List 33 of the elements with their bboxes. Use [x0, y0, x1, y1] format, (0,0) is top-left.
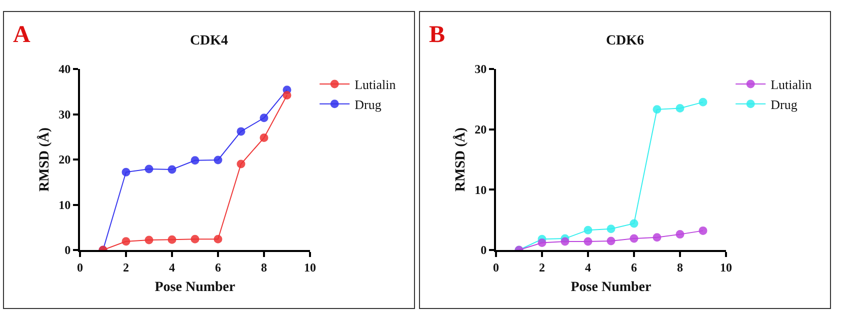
- chart-title: CDK6: [606, 34, 644, 49]
- legend-label: Lutialin: [770, 77, 812, 92]
- y-tick-label: 30: [58, 107, 71, 122]
- y-tick-label: 10: [474, 182, 487, 197]
- x-tick-label: 2: [123, 260, 129, 274]
- x-tick-label: 4: [585, 260, 591, 274]
- x-tick-label: 6: [215, 260, 221, 274]
- y-tick-label: 30: [474, 62, 487, 76]
- y-tick-label: 0: [64, 243, 71, 258]
- x-tick-label: 4: [169, 260, 175, 274]
- x-axis-title: Pose Number: [570, 280, 652, 296]
- x-tick-label: 10: [720, 260, 732, 274]
- x-tick-label: 8: [677, 260, 683, 274]
- x-tick-label: 10: [304, 260, 316, 274]
- legend-label: Lutialin: [354, 77, 396, 92]
- x-tick-label: 2: [539, 260, 545, 274]
- x-tick-label: 0: [77, 260, 83, 274]
- chart-title: CDK4: [190, 34, 228, 49]
- legend-label: Drug: [354, 96, 382, 112]
- x-tick-label: 0: [493, 260, 499, 274]
- y-tick-label: 20: [474, 122, 487, 137]
- y-axis-title: RMSD (Å): [36, 127, 53, 192]
- y-tick-label: 10: [58, 198, 71, 212]
- y-tick-label: 0: [480, 243, 487, 258]
- x-tick-label: 6: [631, 260, 637, 274]
- y-tick-label: 20: [58, 152, 71, 167]
- y-axis-title: RMSD (Å): [452, 127, 469, 192]
- y-tick-label: 40: [58, 62, 71, 76]
- text: B: [429, 22, 446, 48]
- text: A: [13, 22, 31, 48]
- x-tick-label: 8: [261, 260, 267, 274]
- x-axis-title: Pose Number: [154, 280, 236, 296]
- legend-label: Drug: [770, 96, 798, 112]
